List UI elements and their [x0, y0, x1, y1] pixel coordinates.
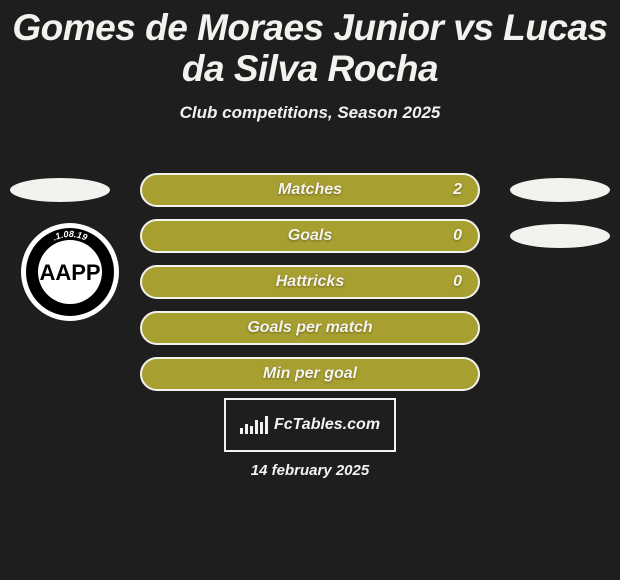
stat-bar: Hattricks 0 [140, 265, 480, 299]
stat-label: Goals [288, 227, 332, 245]
footer-date: 14 february 2025 [0, 462, 620, 479]
chart-icon-bar [250, 426, 253, 434]
footer-brand-box: FcTables.com [224, 398, 396, 452]
chart-icon [240, 416, 268, 434]
stat-label: Min per goal [263, 365, 357, 383]
stat-label: Hattricks [276, 273, 344, 291]
chart-icon-bar [255, 420, 258, 434]
chart-icon-bar [260, 422, 263, 434]
left-value-pill [10, 178, 110, 202]
stat-row: Matches 2 [0, 168, 620, 214]
club-badge: .1.08.19 AAPP [20, 222, 120, 322]
page-title: Gomes de Moraes Junior vs Lucas da Silva… [0, 0, 620, 89]
stat-bar: Min per goal [140, 357, 480, 391]
stat-bar: Matches 2 [140, 173, 480, 207]
chart-icon-bar [265, 416, 268, 434]
stat-bar: Goals 0 [140, 219, 480, 253]
stat-label: Goals per match [247, 319, 372, 337]
right-value-pill [510, 178, 610, 202]
page-subtitle: Club competitions, Season 2025 [0, 103, 620, 123]
stat-value-right: 0 [453, 227, 462, 245]
stat-value-right: 2 [453, 181, 462, 199]
chart-icon-bar [240, 428, 243, 434]
chart-icon-bar [245, 424, 248, 434]
footer-brand-text: FcTables.com [274, 416, 380, 434]
stat-value-right: 0 [453, 273, 462, 291]
stat-row: Min per goal [0, 352, 620, 398]
stat-label: Matches [278, 181, 342, 199]
stat-bar: Goals per match [140, 311, 480, 345]
right-value-pill [510, 224, 610, 248]
badge-letters: AAPP [39, 260, 100, 285]
